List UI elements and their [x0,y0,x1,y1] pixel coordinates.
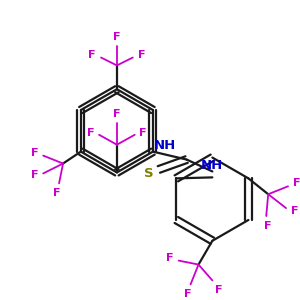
Text: S: S [144,167,154,180]
Text: F: F [293,178,300,188]
Text: F: F [265,221,272,231]
Text: F: F [166,253,173,262]
Text: F: F [87,128,95,138]
Text: F: F [113,32,121,42]
Text: F: F [138,50,146,59]
Text: F: F [113,109,121,119]
Text: F: F [214,285,222,295]
Text: F: F [53,188,61,198]
Text: F: F [291,206,299,216]
Text: F: F [184,289,191,299]
Text: F: F [31,170,38,180]
Text: NH: NH [201,159,224,172]
Text: F: F [88,50,96,59]
Text: F: F [31,148,38,158]
Text: F: F [139,128,146,138]
Text: NH: NH [154,139,176,152]
